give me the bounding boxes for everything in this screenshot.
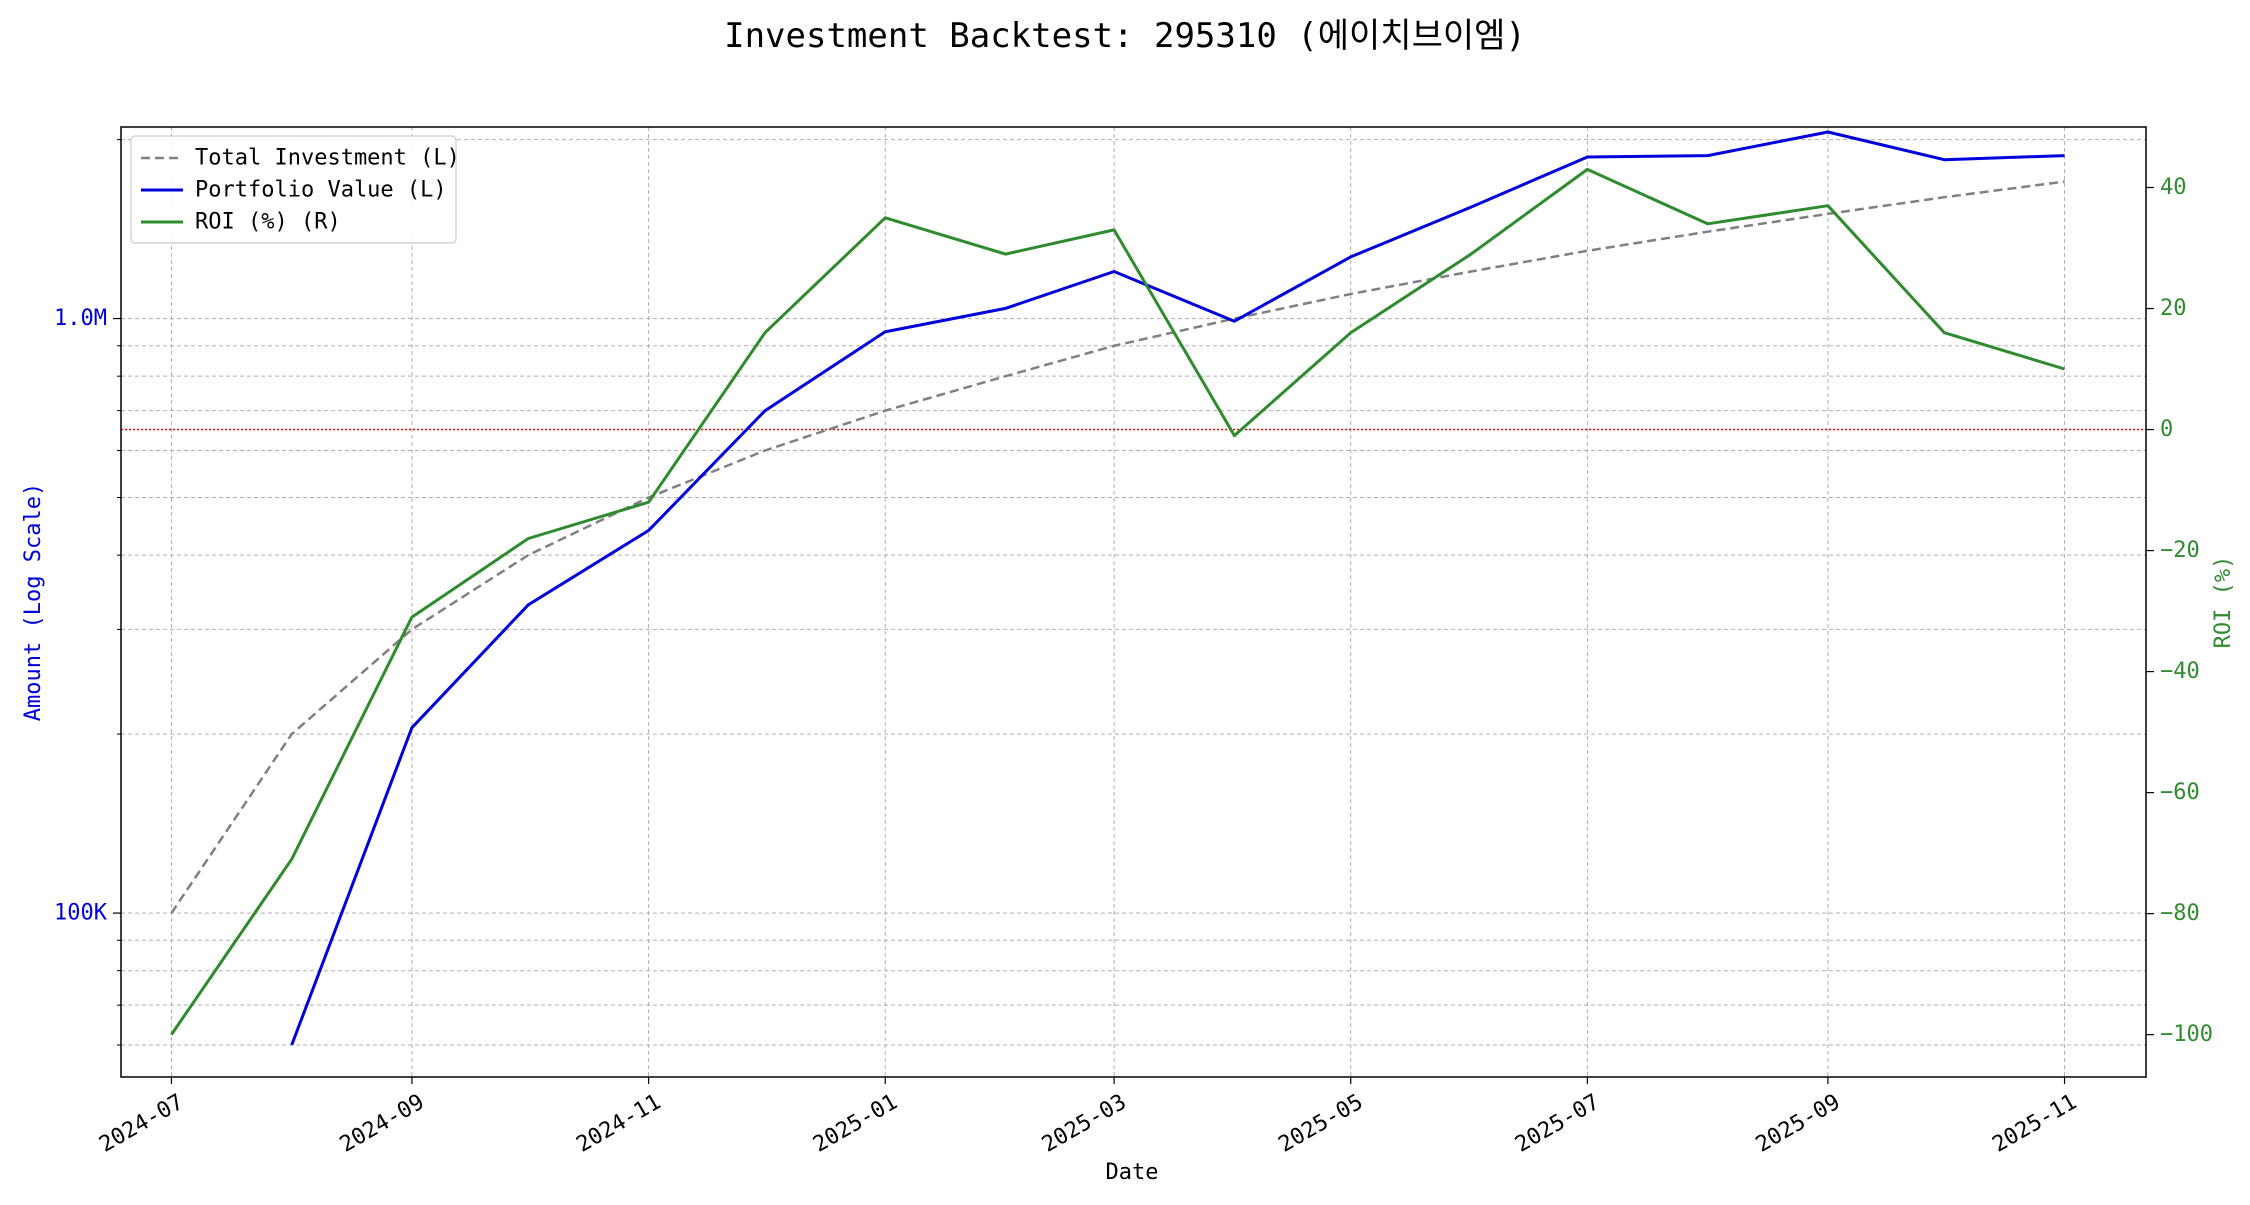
legend-label-0: Total Investment (L) bbox=[195, 146, 460, 171]
y-right-tick-label: 20 bbox=[2160, 296, 2187, 321]
y-left-tick-label: 100K bbox=[54, 901, 108, 926]
y-right-tick-label: −100 bbox=[2160, 1022, 2213, 1047]
x-tick-label: 2025-07 bbox=[1511, 1090, 1604, 1158]
x-tick-label: 2025-03 bbox=[1038, 1090, 1131, 1158]
series-line-2 bbox=[170, 167, 2065, 1036]
x-tick-label: 2025-11 bbox=[1988, 1090, 2081, 1158]
legend: Total Investment (L) Portfolio Value (L) R… bbox=[130, 135, 460, 244]
x-tick-label: 2025-09 bbox=[1752, 1090, 1845, 1158]
x-tick-label: 2025-01 bbox=[809, 1090, 902, 1158]
y-right-tick-label: −80 bbox=[2160, 901, 2200, 926]
axes: 2024-07 2024-09 2024-11 2025-01 2025-03 2025-… bbox=[54, 126, 2213, 1158]
grid-lines bbox=[121, 127, 2146, 1077]
x-tick-label: 2024-07 bbox=[95, 1090, 188, 1158]
legend-label-2: ROI (%) (R) bbox=[195, 210, 341, 235]
series-line-0 bbox=[170, 180, 2065, 914]
y-axis-right-label: ROI (%) bbox=[2211, 556, 2236, 649]
y-right-tick-label: 0 bbox=[2160, 417, 2173, 442]
series-0 bbox=[170, 180, 2065, 914]
x-axis-label: Date bbox=[1106, 1160, 1159, 1185]
y-left-tick-label: 1.0M bbox=[54, 306, 107, 331]
series-1 bbox=[290, 130, 2065, 1046]
legend-box bbox=[130, 135, 457, 244]
series-line-1 bbox=[290, 130, 2065, 1046]
y-axis-left-label: Amount (Log Scale) bbox=[21, 483, 46, 721]
y-right-tick-label: 40 bbox=[2160, 175, 2187, 200]
y-right-tick-label: −60 bbox=[2160, 780, 2200, 805]
plot-frame bbox=[120, 126, 2147, 1078]
x-tick-label: 2025-05 bbox=[1275, 1090, 1368, 1158]
legend-label-1: Portfolio Value (L) bbox=[195, 178, 447, 203]
plot-area bbox=[170, 130, 2065, 1046]
y-right-tick-label: −20 bbox=[2160, 538, 2200, 563]
chart-title: Investment Backtest: 295310 (에이치브이엠) bbox=[724, 16, 1526, 56]
x-tick-label: 2024-09 bbox=[336, 1090, 429, 1158]
series-2 bbox=[170, 167, 2065, 1036]
y-right-tick-label: −40 bbox=[2160, 659, 2200, 684]
x-tick-label: 2024-11 bbox=[572, 1090, 665, 1158]
